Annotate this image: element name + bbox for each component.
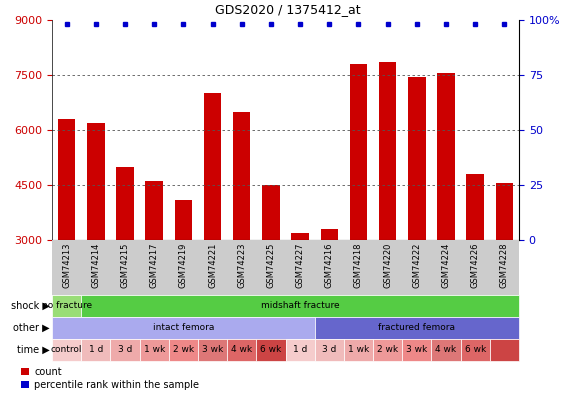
Bar <box>344 339 373 361</box>
Bar <box>496 183 513 240</box>
Bar <box>233 112 251 240</box>
Text: GDS2020 / 1375412_at: GDS2020 / 1375412_at <box>215 3 361 16</box>
Legend: count, percentile rank within the sample: count, percentile rank within the sample <box>21 366 200 391</box>
Text: time ▶: time ▶ <box>17 345 50 355</box>
Text: GSM74225: GSM74225 <box>267 243 275 288</box>
Text: shock ▶: shock ▶ <box>10 301 50 311</box>
Text: GSM74214: GSM74214 <box>91 243 100 288</box>
Bar <box>204 93 222 240</box>
Bar <box>58 119 75 240</box>
Bar <box>432 339 461 361</box>
Bar <box>227 339 256 361</box>
Text: 3 wk: 3 wk <box>202 345 223 354</box>
Text: GSM74221: GSM74221 <box>208 243 217 288</box>
Bar <box>52 317 315 339</box>
Text: no fracture: no fracture <box>42 301 92 311</box>
Text: GSM74218: GSM74218 <box>354 243 363 288</box>
Text: 1 wk: 1 wk <box>348 345 369 354</box>
Bar <box>87 123 104 240</box>
Text: fractured femora: fractured femora <box>379 324 455 333</box>
Text: 3 d: 3 d <box>322 345 336 354</box>
Bar <box>286 339 315 361</box>
Bar <box>169 339 198 361</box>
Bar <box>175 200 192 240</box>
Bar <box>402 339 432 361</box>
Text: GSM74213: GSM74213 <box>62 243 71 288</box>
Bar <box>490 339 519 361</box>
Text: GSM74217: GSM74217 <box>150 243 159 288</box>
Bar <box>146 181 163 240</box>
Text: 2 wk: 2 wk <box>377 345 398 354</box>
Bar <box>408 77 425 240</box>
Text: GSM74227: GSM74227 <box>296 243 304 288</box>
Text: GSM74215: GSM74215 <box>120 243 130 288</box>
Bar <box>139 339 169 361</box>
Bar <box>81 339 110 361</box>
Bar <box>262 185 280 240</box>
Text: 4 wk: 4 wk <box>436 345 457 354</box>
Text: other ▶: other ▶ <box>13 323 50 333</box>
Bar <box>467 174 484 240</box>
Bar <box>437 73 455 240</box>
Text: GSM74228: GSM74228 <box>500 243 509 288</box>
Bar <box>315 339 344 361</box>
Text: control: control <box>51 345 82 354</box>
Bar <box>461 339 490 361</box>
Bar <box>379 62 396 240</box>
Text: GSM74216: GSM74216 <box>325 243 334 288</box>
Text: 6 wk: 6 wk <box>465 345 486 354</box>
Bar <box>256 339 286 361</box>
Text: GSM74219: GSM74219 <box>179 243 188 288</box>
Text: GSM74224: GSM74224 <box>441 243 451 288</box>
Text: 6 wk: 6 wk <box>260 345 282 354</box>
Text: 1 d: 1 d <box>89 345 103 354</box>
Bar <box>52 295 81 317</box>
Text: GSM74222: GSM74222 <box>412 243 421 288</box>
Text: GSM74223: GSM74223 <box>237 243 246 288</box>
Text: 4 wk: 4 wk <box>231 345 252 354</box>
Bar <box>52 339 81 361</box>
Text: GSM74220: GSM74220 <box>383 243 392 288</box>
Text: 1 d: 1 d <box>293 345 307 354</box>
Bar <box>291 232 309 240</box>
Bar <box>315 317 519 339</box>
Bar <box>198 339 227 361</box>
Bar <box>110 339 139 361</box>
Text: 3 wk: 3 wk <box>406 345 428 354</box>
Text: 2 wk: 2 wk <box>173 345 194 354</box>
Bar <box>116 167 134 240</box>
Bar <box>349 64 367 240</box>
Bar <box>373 339 402 361</box>
Text: 1 wk: 1 wk <box>143 345 165 354</box>
Text: intact femora: intact femora <box>152 324 214 333</box>
Text: GSM74226: GSM74226 <box>471 243 480 288</box>
Bar <box>320 229 338 240</box>
Text: 3 d: 3 d <box>118 345 132 354</box>
Text: midshaft fracture: midshaft fracture <box>261 301 339 311</box>
